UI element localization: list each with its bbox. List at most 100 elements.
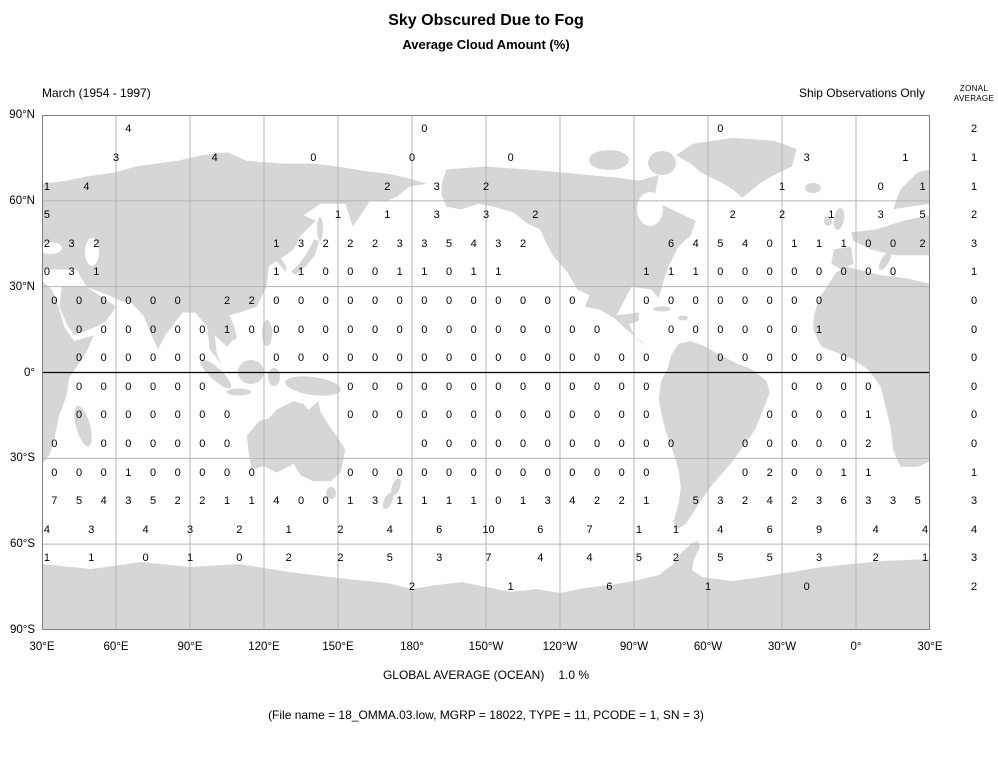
grid-value: 0 <box>174 352 181 365</box>
grid-value: 0 <box>643 438 650 451</box>
grid-value: 0 <box>371 380 379 393</box>
lon-tick-label: 60°E <box>103 641 129 653</box>
zonal-average-value: 2 <box>970 209 978 222</box>
grid-value: 6 <box>606 581 613 594</box>
grid-value: 0 <box>445 323 453 336</box>
grid-value: 0 <box>889 237 897 250</box>
zonal-average-value: 3 <box>970 552 978 565</box>
grid-value: 0 <box>100 466 107 479</box>
grid-value: 1 <box>384 209 391 222</box>
grid-value: 0 <box>495 352 502 365</box>
grid-value: 0 <box>791 323 798 336</box>
grid-value: 9 <box>815 523 823 536</box>
continent-eurasia <box>42 152 427 365</box>
grid-value: 0 <box>421 352 428 365</box>
zonal-average-column: 2 1 1 2 3 1 0 0 0 0 0 0 1 3 4 3 2 <box>952 115 996 630</box>
grid-value: 2 <box>532 209 539 222</box>
grid-value: 0 <box>593 323 601 336</box>
island-new-zealand-north <box>391 478 401 496</box>
grid-value: 0 <box>815 294 823 307</box>
grid-value: 0 <box>593 380 601 393</box>
grid-value: 4 <box>386 523 393 536</box>
grid-value: 0 <box>791 438 798 451</box>
grid-value: 1 <box>519 495 527 508</box>
grid-value: 0 <box>421 323 428 336</box>
grid-value: 0 <box>791 294 798 307</box>
continent-north-america <box>441 166 696 347</box>
grid-value: 0 <box>371 409 379 422</box>
region-iberia <box>831 246 854 270</box>
grid-value: 2 <box>322 237 329 250</box>
grid-value: 2 <box>766 466 773 479</box>
grid-value: 2 <box>199 495 206 508</box>
grid-value: 0 <box>421 380 428 393</box>
grid-value: 0 <box>544 466 551 479</box>
period-label: March (1954 - 1997) <box>42 86 151 100</box>
grid-value: 0 <box>445 466 453 479</box>
grid-value: 0 <box>421 409 428 422</box>
grid-value: 0 <box>791 266 798 279</box>
grid-value: 3 <box>112 151 120 164</box>
page-title: Sky Obscured Due to Fog <box>388 12 584 29</box>
grid-value: 5 <box>914 495 921 508</box>
grid-value: 2 <box>223 294 231 307</box>
grid-value: 2 <box>778 209 786 222</box>
grid-value: 5 <box>692 495 699 508</box>
grid-value: 2 <box>347 237 354 250</box>
grid-value: 0 <box>322 495 329 508</box>
grid-value: 0 <box>717 323 724 336</box>
grid-value: 1 <box>93 266 100 279</box>
zonal-average-value: 2 <box>970 123 978 136</box>
grid-value: 0 <box>877 180 884 193</box>
grid-value: 0 <box>889 266 897 279</box>
grid-value: 6 <box>537 523 544 536</box>
island-new-zealand-south <box>382 492 394 510</box>
lat-tick-label: 90°N <box>9 109 35 121</box>
zonal-header-line1: ZONAL <box>959 84 989 93</box>
global-average-line: GLOBAL AVERAGE (OCEAN) 1.0 % <box>42 668 930 682</box>
grid-value: 3 <box>433 209 440 222</box>
region-arabia <box>59 286 116 336</box>
grid-value: 0 <box>840 380 847 393</box>
grid-value: 0 <box>273 352 280 365</box>
lon-tick-label: 90°W <box>619 641 649 653</box>
grid-value: 0 <box>544 409 551 422</box>
grid-value: 0 <box>421 438 428 451</box>
grid-value: 0 <box>470 380 477 393</box>
island-java <box>227 388 251 396</box>
lon-tick-label: 0° <box>850 641 862 653</box>
global-average-value: 1.0 % <box>558 668 590 682</box>
grid-value: 0 <box>791 352 798 365</box>
grid-value: 1 <box>285 523 292 536</box>
grid-value: 0 <box>75 380 83 393</box>
island-sakhalin <box>317 217 323 241</box>
grid-value: 5 <box>717 552 724 565</box>
islands-canadian-arctic <box>589 150 629 170</box>
grid-value: 0 <box>815 352 823 365</box>
region-central-europe <box>851 215 930 256</box>
grid-value: 0 <box>840 438 847 451</box>
grid-value: 1 <box>635 523 642 536</box>
grid-value: 0 <box>75 323 83 336</box>
grid-value: 1 <box>223 323 231 336</box>
grid-value: 0 <box>347 294 354 307</box>
grid-value: 0 <box>667 438 675 451</box>
grid-value: 0 <box>507 151 514 164</box>
continent-africa-west <box>813 266 930 467</box>
grid-value: 0 <box>815 466 823 479</box>
grid-value: 3 <box>889 495 897 508</box>
grid-value: 1 <box>421 266 428 279</box>
island-sumatra <box>200 359 232 389</box>
grid-value: 0 <box>174 323 181 336</box>
grid-value: 0 <box>421 294 428 307</box>
grid-value: 1 <box>865 409 872 422</box>
grid-value: 0 <box>149 352 157 365</box>
grid-value: 4 <box>922 523 929 536</box>
grid-value: 2 <box>482 180 490 193</box>
grid-value: 3 <box>865 495 872 508</box>
grid-value: 0 <box>236 552 243 565</box>
lat-tick-label: 30°N <box>9 280 35 293</box>
grid-value: 5 <box>919 209 926 222</box>
grid-value: 0 <box>142 552 149 565</box>
